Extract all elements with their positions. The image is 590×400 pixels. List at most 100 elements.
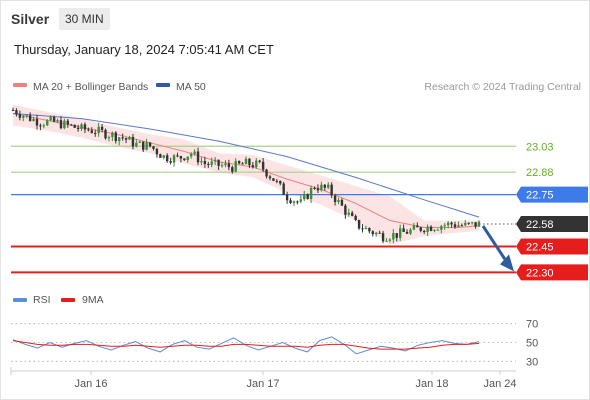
candle (203, 156, 207, 168)
candle-body (316, 188, 320, 191)
candle (159, 153, 162, 158)
candle-body (285, 194, 289, 201)
candle (186, 156, 189, 163)
candle (405, 229, 409, 235)
candle (165, 153, 169, 163)
candle-body (42, 125, 46, 127)
candle-body (436, 229, 440, 231)
rsi-tick-label: 30 (526, 356, 538, 368)
candle (340, 198, 344, 206)
bollinger-bands (13, 104, 479, 245)
candle-body (56, 120, 59, 122)
support-badge-shape (516, 264, 588, 281)
candle-body (440, 226, 443, 230)
x-tick-label: Jan 18 (415, 378, 448, 390)
candle-body (87, 129, 90, 131)
candle-body (237, 161, 241, 164)
candle (142, 141, 145, 153)
candle (217, 159, 220, 171)
x-tick-label: Jan 24 (483, 378, 516, 390)
candle (172, 153, 176, 167)
candle-body (145, 142, 148, 150)
candle (94, 129, 97, 137)
rsi-line (12, 336, 480, 355)
candle-body (131, 136, 135, 147)
candle-body (258, 160, 261, 162)
candle (419, 226, 422, 233)
candle (107, 135, 111, 142)
candle (429, 225, 433, 232)
candle-body (333, 195, 337, 202)
candle-body (402, 228, 405, 232)
candle-body (433, 229, 436, 231)
candle-body (76, 127, 80, 130)
candle (453, 221, 457, 229)
candle-body (63, 120, 66, 129)
candle-body (155, 148, 159, 155)
candle (279, 180, 282, 186)
candle (97, 122, 100, 137)
candle-body (217, 159, 220, 166)
candle (49, 115, 52, 122)
ma20-legend-label: MA 20 + Bollinger Bands (33, 81, 148, 93)
candle (15, 108, 18, 117)
candle (76, 124, 80, 132)
candle (344, 203, 347, 219)
candle (467, 222, 470, 225)
candle-body (313, 187, 316, 189)
candle-body (193, 151, 196, 154)
candle-body (28, 115, 32, 121)
timeframe-badge[interactable]: 30 MIN (59, 8, 110, 30)
instrument-title: Silver (11, 11, 50, 27)
candle-body (282, 183, 285, 195)
ma50-line (12, 113, 480, 218)
candle (474, 222, 477, 229)
candle-body (94, 133, 97, 135)
candle (378, 230, 381, 234)
candle-body (124, 138, 128, 140)
candle (433, 229, 436, 233)
candle-body (364, 227, 368, 230)
candle (285, 191, 289, 204)
candle (148, 142, 152, 148)
candle (90, 127, 94, 134)
candle-body (306, 194, 309, 199)
candle (152, 146, 155, 151)
support-badge-shape (516, 238, 588, 255)
support-badge-label: 22.45 (526, 241, 554, 253)
candle (398, 224, 402, 242)
candle-body (118, 137, 121, 142)
candle-body (251, 165, 255, 168)
candle-body (419, 227, 422, 231)
candle-body (15, 110, 18, 115)
candle (155, 147, 159, 158)
candle (220, 162, 224, 168)
projection-arrow (481, 225, 514, 272)
candle-body (361, 228, 364, 230)
x-tick-label: Jan 17 (246, 378, 279, 390)
candle-body (111, 132, 114, 138)
candle (42, 123, 46, 129)
candle (32, 116, 35, 122)
candle-body (337, 199, 340, 202)
candle-body (299, 199, 303, 202)
arrow-shaft (481, 225, 509, 264)
candle (244, 156, 248, 165)
candle (289, 197, 292, 205)
pivot-badge-label: 22.75 (526, 190, 554, 202)
rsi-legend-swatch (13, 298, 27, 302)
candle-body (159, 154, 162, 158)
candle (323, 184, 327, 191)
candle-body (296, 201, 299, 203)
candle-body (303, 194, 306, 200)
candle-body (474, 222, 477, 227)
candle-body (340, 199, 344, 206)
candlesticks (11, 107, 481, 244)
candle-body (381, 233, 385, 242)
candle (135, 139, 138, 148)
candle-body (426, 226, 429, 233)
candle-body (90, 130, 94, 134)
candle (351, 210, 354, 217)
